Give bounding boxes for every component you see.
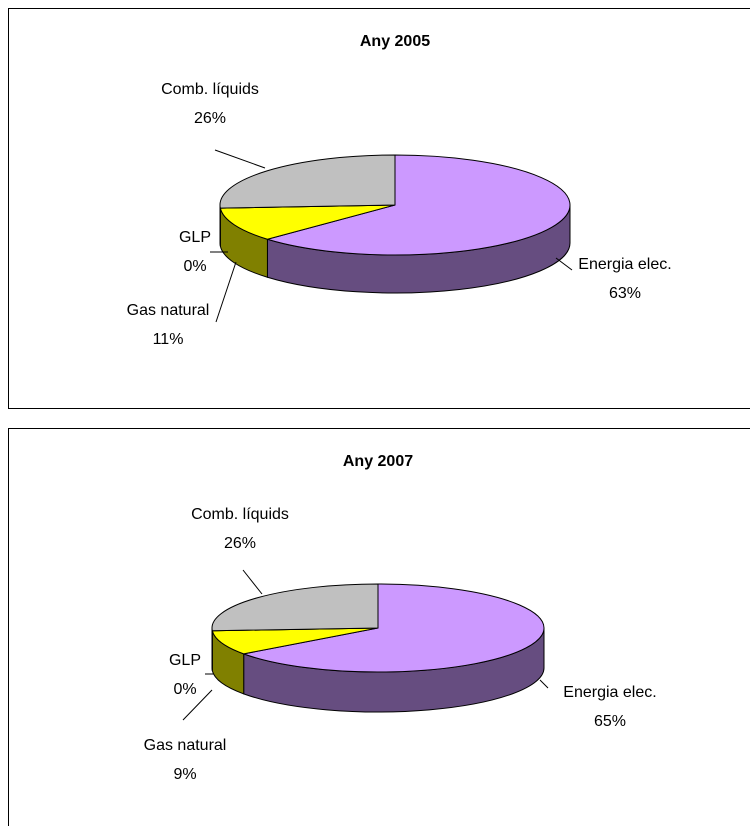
slice-label: GLP (179, 229, 211, 246)
pie-slice (219, 204, 396, 240)
slice-value: 0% (183, 258, 206, 275)
slice-label: Energia elec. (578, 256, 671, 273)
slice-label: Gas natural (144, 737, 227, 754)
slice-value: 11% (153, 331, 184, 348)
slice-label: Comb. líquids (191, 506, 289, 523)
slice-value: 0% (173, 681, 196, 698)
slice-label: GLP (169, 652, 201, 669)
leader-line (555, 257, 573, 271)
slice-value: 26% (194, 110, 226, 127)
leader-line (242, 569, 263, 595)
leader-line (214, 149, 266, 169)
slice-label: Comb. líquids (161, 81, 259, 98)
slice-value: 63% (609, 285, 641, 302)
slice-value: 26% (224, 535, 256, 552)
leader-line (539, 679, 549, 689)
slice-label: Gas natural (127, 302, 210, 319)
pie-slice (241, 583, 545, 673)
pie-slice (265, 154, 571, 256)
pie-slice (219, 154, 396, 209)
leader-line (182, 689, 213, 721)
leader-line (215, 261, 237, 323)
slice-label: Energia elec. (563, 684, 656, 701)
chart-title: Any 2005 (360, 33, 430, 50)
pie-slice (211, 583, 379, 632)
chart-title: Any 2007 (343, 453, 413, 470)
slice-value: 9% (173, 766, 196, 783)
slice-value: 65% (594, 713, 626, 730)
